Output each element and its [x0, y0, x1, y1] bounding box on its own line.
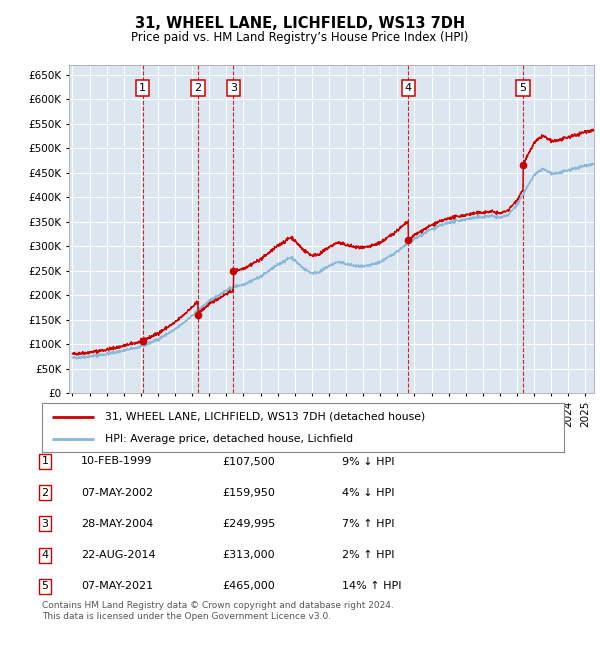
Text: 7% ↑ HPI: 7% ↑ HPI [342, 519, 395, 529]
Text: 1: 1 [41, 456, 49, 467]
Text: 31, WHEEL LANE, LICHFIELD, WS13 7DH (detached house): 31, WHEEL LANE, LICHFIELD, WS13 7DH (det… [104, 411, 425, 422]
Text: 31, WHEEL LANE, LICHFIELD, WS13 7DH: 31, WHEEL LANE, LICHFIELD, WS13 7DH [135, 16, 465, 31]
Text: 07-MAY-2021: 07-MAY-2021 [81, 581, 153, 592]
Text: 22-AUG-2014: 22-AUG-2014 [81, 550, 155, 560]
Text: 4: 4 [405, 83, 412, 93]
Text: £465,000: £465,000 [222, 581, 275, 592]
Text: This data is licensed under the Open Government Licence v3.0.: This data is licensed under the Open Gov… [42, 612, 331, 621]
Text: £313,000: £313,000 [222, 550, 275, 560]
Text: 10-FEB-1999: 10-FEB-1999 [81, 456, 152, 467]
Text: 2: 2 [194, 83, 202, 93]
Text: £159,950: £159,950 [222, 488, 275, 498]
Text: 2% ↑ HPI: 2% ↑ HPI [342, 550, 395, 560]
Text: 4% ↓ HPI: 4% ↓ HPI [342, 488, 395, 498]
Text: 1: 1 [139, 83, 146, 93]
Text: 3: 3 [41, 519, 49, 529]
Text: 07-MAY-2002: 07-MAY-2002 [81, 488, 153, 498]
Text: 14% ↑ HPI: 14% ↑ HPI [342, 581, 401, 592]
Text: £249,995: £249,995 [222, 519, 275, 529]
Text: 9% ↓ HPI: 9% ↓ HPI [342, 456, 395, 467]
Text: Price paid vs. HM Land Registry’s House Price Index (HPI): Price paid vs. HM Land Registry’s House … [131, 31, 469, 44]
Text: £107,500: £107,500 [222, 456, 275, 467]
Text: Contains HM Land Registry data © Crown copyright and database right 2024.: Contains HM Land Registry data © Crown c… [42, 601, 394, 610]
Text: 3: 3 [230, 83, 237, 93]
Text: 5: 5 [41, 581, 49, 592]
Text: 28-MAY-2004: 28-MAY-2004 [81, 519, 153, 529]
Text: 4: 4 [41, 550, 49, 560]
Text: 2: 2 [41, 488, 49, 498]
Text: HPI: Average price, detached house, Lichfield: HPI: Average price, detached house, Lich… [104, 434, 353, 444]
Text: 5: 5 [520, 83, 527, 93]
